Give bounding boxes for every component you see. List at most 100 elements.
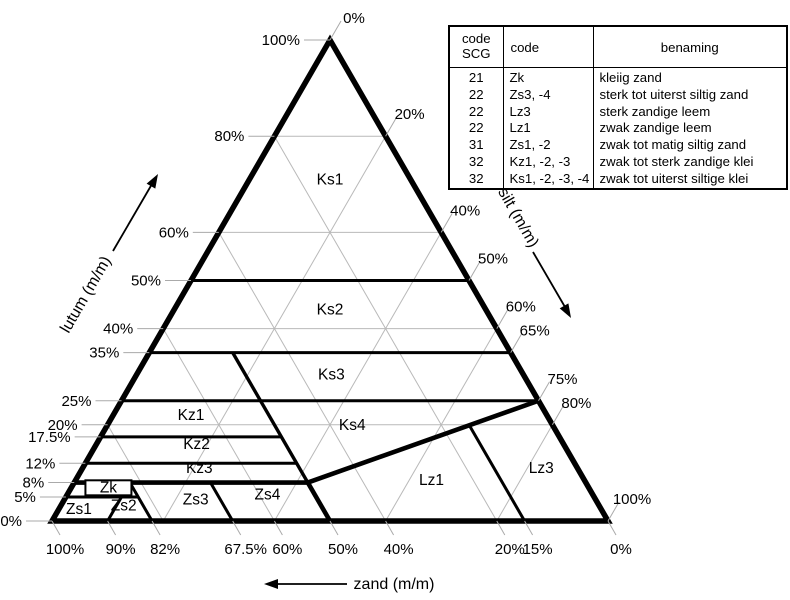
lutum-tick-label: 12% [25, 455, 55, 472]
region-labels-layer: Ks1 Ks2 Ks3 Ks4 Kz1 Kz2 Kz3 Zs1 Zs2 Zs3 Zs4 Lz1 Lz3 Z… [66, 171, 554, 517]
zand-tick-label: 90% [106, 541, 136, 558]
region-label-Zs3: Zs3 [183, 491, 209, 508]
table-cell: sterk tot uiterst siltig zand [592, 86, 787, 104]
region-boundary [305, 481, 332, 523]
grid-line-zand [218, 232, 387, 522]
table-cell: 22 [468, 86, 484, 102]
region-boundary [467, 424, 526, 522]
zand-tick-label: 50% [328, 541, 358, 558]
zand-tick-label: 67.5% [224, 541, 267, 558]
region-label-box-Zk [84, 479, 133, 497]
lutum-tick-label: 8% [23, 475, 45, 492]
lutum-tick-label: 25% [61, 393, 91, 410]
lutum-tick-label: 17.5% [28, 429, 71, 446]
table-cell: sterk zandige leem [592, 103, 787, 121]
table-cell: 32 [468, 153, 484, 169]
table-cell: zwak tot uiterst siltige klei [592, 170, 787, 189]
grid-line-zand [162, 328, 275, 522]
zand-tick-label: 82% [150, 541, 180, 558]
lutum-tick-label: 100% [262, 32, 300, 49]
silt-tick-label: 40% [450, 202, 480, 219]
lutum-axis-arrow [112, 183, 153, 252]
tick-leader-zand [524, 520, 534, 536]
tick-leader-zand [232, 520, 242, 536]
tick-leader-zand [607, 520, 617, 536]
silt-tick-label: 100% [613, 491, 651, 508]
zand-tick-label: 20% [495, 541, 525, 558]
tick-leader-zand [51, 520, 61, 536]
lutum-tick-label: 35% [89, 345, 119, 362]
zand-axis: zand (m/m) [264, 576, 434, 593]
lutum-axis: lutum (m/m) [57, 174, 158, 336]
tick-leader-silt [329, 20, 342, 41]
column-header-code: code [502, 26, 593, 68]
tick-leader-silt [510, 333, 523, 353]
silt-axis-arrowhead [559, 303, 571, 318]
tick-leader-silt [538, 381, 550, 402]
tick-leader-zand [273, 520, 283, 536]
table-cell: 22 [468, 103, 484, 119]
region-label-Zs4: Zs4 [255, 487, 281, 504]
region-label-Kz2: Kz2 [183, 436, 210, 453]
column-header-code-scg: code SCG [449, 26, 503, 68]
table-cell: zwak tot sterk zandige klei [592, 153, 787, 171]
tick-leader-silt [607, 501, 620, 522]
table-row: 21 Zk kleiig zand [449, 67, 787, 87]
lutum-tick-label: 60% [159, 224, 189, 241]
grid-line-silt [273, 232, 442, 522]
region-label-Zs2: Zs2 [111, 498, 137, 515]
table-row: 22 Zs3, -4 sterk tot uiterst siltig zand [449, 86, 787, 104]
table-cell: Kz1, -2, -3 [502, 153, 593, 171]
tick-leader-silt [440, 213, 453, 233]
table-cell: 21 [468, 70, 484, 85]
silt-axis-title: silt (m/m) [494, 185, 542, 250]
region-label-Kz1: Kz1 [178, 407, 205, 424]
table-row: 22 Lz1 zwak zandige leem [449, 120, 787, 138]
zand-tick-label: 40% [384, 541, 414, 558]
lutum-tick-label: 5% [14, 489, 36, 506]
lutum-tick-label: 80% [214, 128, 244, 145]
region-label-Lz3: Lz3 [529, 460, 554, 477]
region-label-Kz3: Kz3 [186, 460, 213, 477]
column-header-benaming: benaming [592, 26, 787, 68]
silt-axis-arrow [532, 251, 566, 308]
tick-leader-silt [468, 261, 481, 281]
silt-tick-label: 50% [478, 251, 508, 268]
silt-tick-label: 80% [561, 395, 591, 412]
region-label-Zs1: Zs1 [66, 501, 92, 518]
region-boundary [306, 398, 540, 485]
legend-table: code SCG code benaming 21 Zk kleiig zand 22… [448, 25, 788, 190]
lutum-tick-label: 40% [103, 321, 133, 338]
table-row: 22 Lz3 sterk zandige leem [449, 103, 787, 121]
region-label-Lz1: Lz1 [419, 472, 444, 489]
table-cell: Lz1 [502, 120, 593, 138]
silt-tick-label: 20% [395, 106, 425, 123]
tick-leader-silt [551, 405, 564, 426]
zand-tick-label: 100% [46, 541, 84, 558]
region-boundary [231, 351, 310, 484]
silt-tick-label: 75% [547, 371, 577, 388]
table-row: 32 Kz1, -2, -3 zwak tot sterk zandige klei [449, 153, 787, 171]
tick-leader-zand [496, 520, 506, 536]
table-cell: 22 [468, 120, 484, 136]
table-cell: Zk [502, 67, 593, 87]
grid-line-silt [385, 328, 498, 522]
region-label-Zk: Zk [100, 480, 117, 497]
table-cell: zwak zandige leem [592, 120, 787, 138]
table-cell: Ks1, -2, -3, -4 [502, 170, 593, 189]
silt-tick-label: 60% [506, 299, 536, 316]
axis-ticks-layer: 0%5%8%12%17.5%20%25%35%40%50%60%80%100%0… [0, 10, 651, 558]
zand-axis-title: zand (m/m) [354, 576, 435, 593]
tick-leader-zand [107, 520, 117, 536]
tick-leader-zand [151, 520, 161, 536]
zand-tick-label: 15% [523, 541, 553, 558]
table-row: 31 Zs1, -2 zwak tot matig siltig zand [449, 137, 787, 154]
silt-tick-label: 0% [343, 10, 365, 27]
table-cell: Lz3 [502, 103, 593, 121]
table-cell: kleiig zand [592, 67, 787, 87]
grid-line-silt [496, 424, 553, 522]
table-cell: Zs1, -2 [502, 137, 593, 154]
table-cell: 32 [468, 170, 484, 186]
lutum-tick-label: 50% [131, 273, 161, 290]
